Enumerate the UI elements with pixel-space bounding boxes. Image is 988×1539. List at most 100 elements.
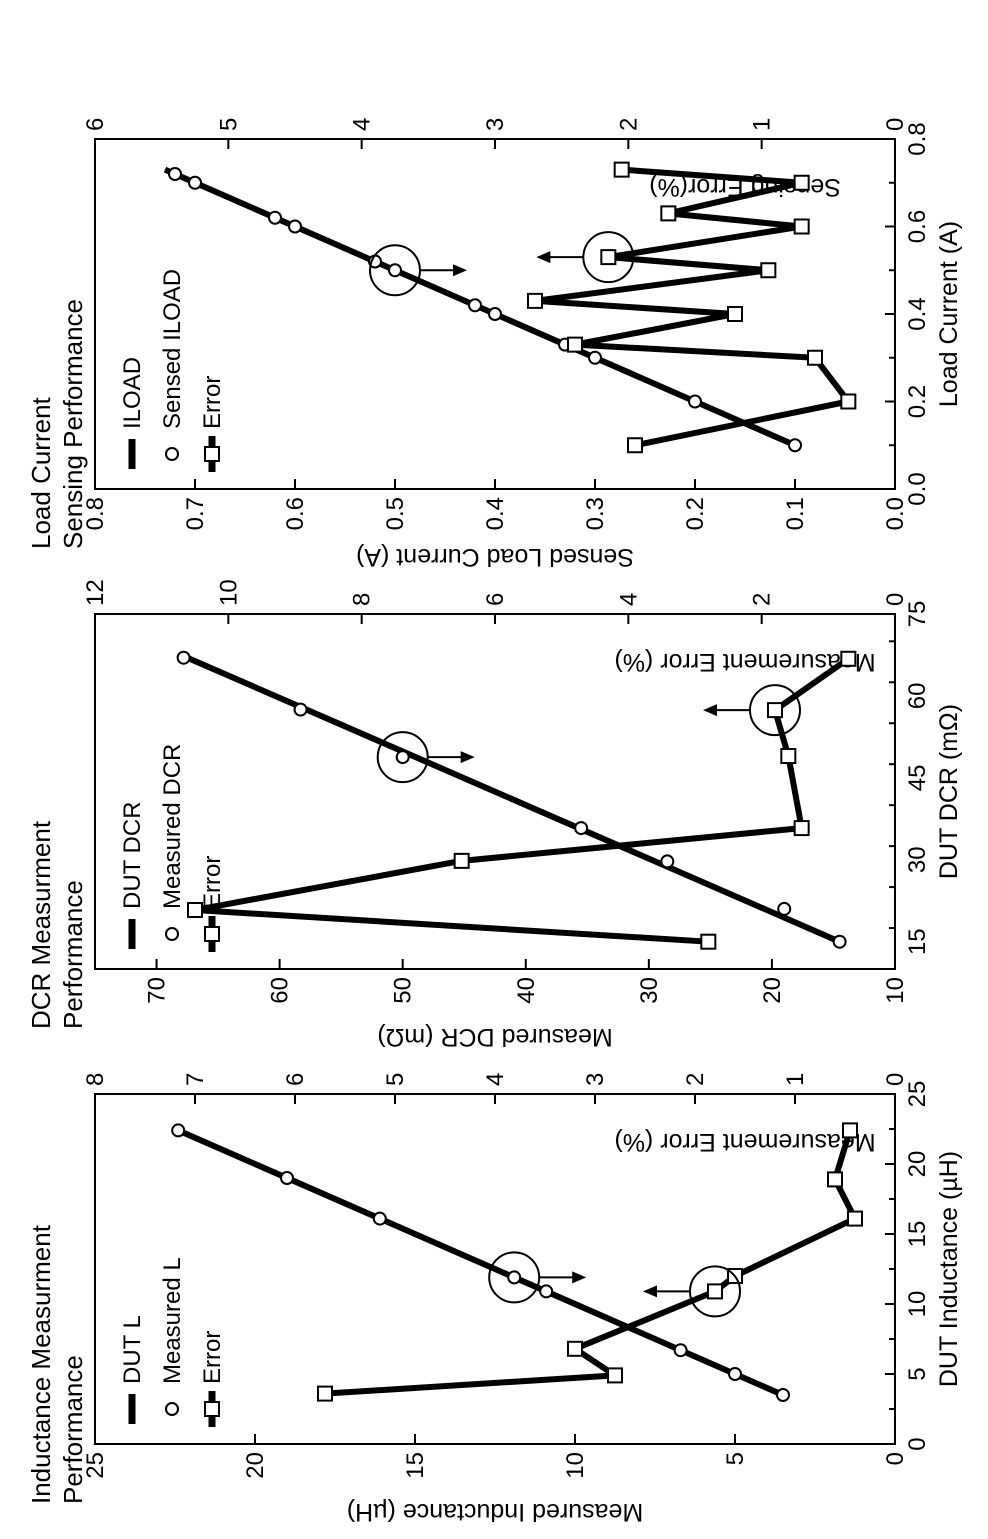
legend-square-swatch	[204, 1401, 220, 1417]
y-axis-label: Measured Inductance (µH)	[347, 1498, 643, 1526]
y-tick-label: 0.2	[682, 497, 709, 530]
chart-title: Sensing Performance	[58, 299, 88, 549]
measured-point	[372, 1211, 387, 1226]
legend-label: Error	[199, 1331, 226, 1384]
annotation-arrowhead-down	[572, 1271, 587, 1284]
error-point	[793, 820, 810, 837]
chart-panel-2: 15 30 45 60 75 10 20 30 40 50 60 70 0 2 4 6 8 10 12 DUT DCR…	[26, 579, 963, 1051]
chart-title: Performance	[58, 880, 88, 1029]
legend-label: Measured DCR	[159, 744, 186, 909]
error-point	[847, 1210, 863, 1227]
error-point	[760, 262, 777, 279]
y-tick-label: 20	[242, 1452, 269, 1479]
y-tick-label: 10	[882, 977, 909, 1004]
measured-point	[574, 821, 589, 836]
y-tick-label: 0.8	[82, 497, 109, 530]
reference-line	[186, 654, 841, 945]
measured-point	[588, 350, 602, 365]
y2-tick-label: 6	[282, 1073, 309, 1086]
legend-circle-swatch	[165, 927, 179, 941]
error-point	[453, 852, 470, 869]
error-point	[567, 1340, 583, 1357]
measured-point	[832, 934, 847, 949]
error-point	[793, 218, 810, 235]
measured-point	[280, 1171, 294, 1185]
error-point	[567, 336, 583, 353]
error-point	[317, 1385, 333, 1402]
y2-tick-label: 8	[82, 1073, 109, 1086]
y2-tick-label: 5	[382, 1073, 409, 1086]
legend-label: Error	[199, 376, 226, 429]
measured-point	[293, 702, 308, 717]
y2-tick-label: 6	[82, 118, 109, 131]
x-tick-label: 15	[904, 1221, 931, 1248]
y-tick-label: 20	[759, 977, 786, 1004]
error-point	[187, 902, 203, 919]
y2-tick-label: 3	[582, 1073, 609, 1086]
error-line	[324, 1129, 858, 1397]
chart-title: Performance	[58, 1355, 88, 1504]
y2-tick-label: 7	[182, 1073, 209, 1086]
measured-point	[168, 167, 182, 181]
measured-point	[788, 438, 802, 453]
measured-point	[660, 854, 675, 869]
y-tick-label: 60	[267, 977, 294, 1004]
chart-title: Inductance Measurment	[26, 1224, 56, 1504]
y2-tick-label: 5	[215, 118, 242, 131]
y2-tick-label: 12	[82, 579, 109, 606]
x-tick-label: 0.0	[904, 472, 931, 505]
measured-point	[539, 1284, 554, 1299]
error-point	[660, 205, 677, 222]
error-point	[607, 1367, 623, 1384]
error-point	[627, 437, 643, 454]
y2-axis-label: Measurement Error (%)	[614, 1128, 875, 1156]
error-point	[840, 393, 857, 410]
y2-tick-label: 0	[882, 593, 909, 606]
legend-label: ILOAD	[119, 357, 146, 429]
error-point	[842, 1122, 858, 1139]
y-axis-label: Sensed Load Current (A)	[356, 543, 634, 571]
measured-point	[395, 750, 410, 765]
measured-point	[488, 307, 502, 321]
x-axis-label: Load Current (A)	[935, 221, 963, 407]
y2-tick-label: 1	[782, 1073, 809, 1086]
measured-point	[176, 650, 191, 665]
legend-label: DUT DCR	[119, 801, 146, 909]
y-tick-label: 30	[636, 977, 663, 1004]
error-point	[613, 161, 630, 178]
annotation-arrowhead-up	[643, 1285, 657, 1298]
reference-line	[173, 1126, 785, 1398]
y-tick-label: 5	[722, 1452, 749, 1465]
annotation-arrowhead-up	[703, 704, 717, 717]
y2-tick-label: 8	[349, 593, 376, 606]
measured-point	[777, 901, 792, 916]
y2-tick-label: 2	[749, 593, 776, 606]
chart-title: DCR Measurment	[26, 820, 56, 1029]
x-axis-label: DUT Inductance (µH)	[935, 1151, 963, 1387]
y2-tick-label: 0	[882, 1073, 909, 1086]
measured-point	[188, 175, 202, 190]
error-point	[793, 174, 810, 191]
x-tick-label: 30	[904, 846, 931, 873]
y2-tick-label: 4	[615, 593, 642, 606]
y2-axis-label: Measurement Error (%)	[614, 648, 875, 676]
y-tick-label: 0	[882, 1452, 909, 1465]
y2-tick-label: 3	[482, 118, 509, 131]
y-tick-label: 0.6	[282, 497, 309, 530]
y-tick-label: 0.5	[382, 497, 409, 530]
annotation-arrowhead-down	[453, 264, 467, 277]
x-tick-label: 0	[904, 1437, 931, 1450]
legend-label: Measured L	[159, 1257, 186, 1384]
measured-point	[171, 1123, 186, 1138]
error-point	[767, 702, 783, 719]
legend-square-swatch	[204, 926, 220, 942]
chart-panel-3: 0.0 0.2 0.4 0.6 0.8 0.0 0.1 0.2 0.3 0.4 0.5 0.6 0.7 0…	[26, 118, 963, 571]
measured-point	[388, 263, 402, 278]
y-tick-label: 0.4	[482, 497, 509, 530]
legend-circle-swatch	[165, 447, 179, 461]
y-tick-label: 40	[513, 977, 540, 1004]
annotation-arrowhead-down	[460, 751, 475, 764]
